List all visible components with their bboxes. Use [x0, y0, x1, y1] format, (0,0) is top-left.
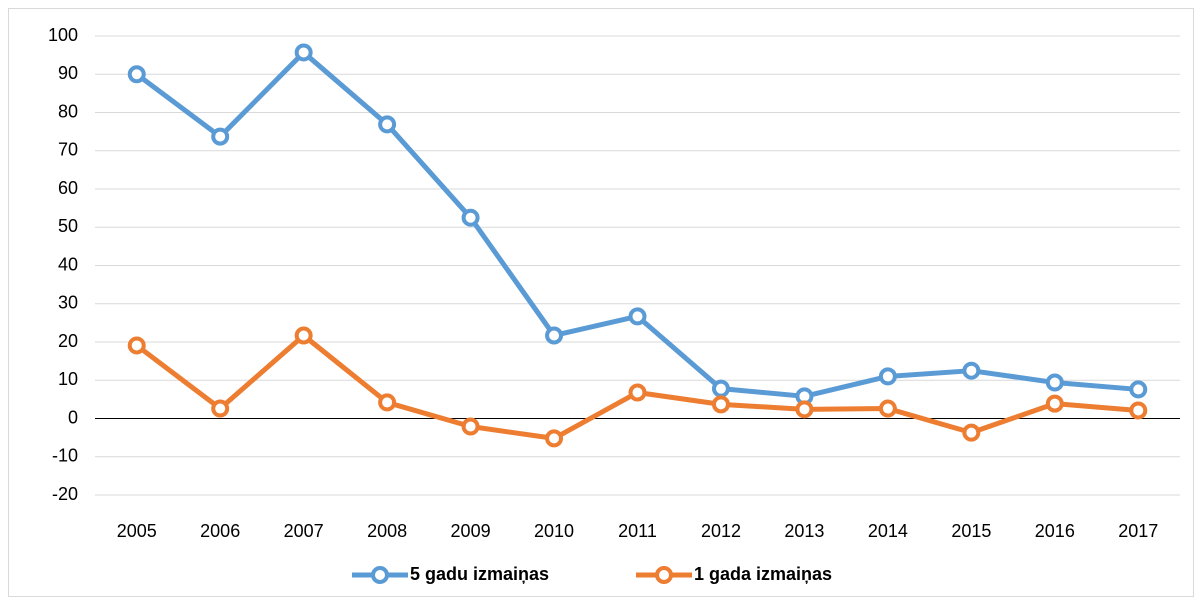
y-tick-label: 40: [58, 254, 78, 274]
point-marker: [211, 399, 230, 418]
y-tick-label: -10: [52, 446, 78, 466]
point-marker: [127, 65, 146, 84]
point-marker: [795, 400, 814, 419]
y-tick-label: 90: [58, 63, 78, 83]
point-marker: [1129, 380, 1148, 399]
point-marker: [1129, 401, 1148, 420]
legend-marker: [371, 566, 389, 584]
point-marker: [378, 393, 397, 412]
point-marker: [461, 417, 480, 436]
legend-marker: [655, 566, 673, 584]
x-tick-label: 2015: [951, 521, 991, 541]
y-tick-label: 10: [58, 369, 78, 389]
point-marker: [294, 326, 313, 345]
point-marker: [711, 395, 730, 414]
x-tick-label: 2012: [701, 521, 741, 541]
point-marker: [962, 423, 981, 442]
y-tick-label: 60: [58, 178, 78, 198]
y-tick-label: -20: [52, 484, 78, 504]
y-tick-label: 0: [68, 407, 78, 427]
point-marker: [628, 307, 647, 326]
x-tick-label: 2014: [868, 521, 908, 541]
point-marker: [1045, 373, 1064, 392]
point-marker: [711, 379, 730, 398]
y-tick-label: 70: [58, 140, 78, 160]
y-tick-label: 30: [58, 293, 78, 313]
legend-label: 1 gada izmaiņas: [694, 564, 832, 584]
x-tick-label: 2013: [784, 521, 824, 541]
point-marker: [545, 326, 564, 345]
point-marker: [461, 208, 480, 227]
x-tick-label: 2011: [618, 521, 657, 541]
point-marker: [378, 115, 397, 134]
chart-border: [8, 8, 1194, 597]
x-tick-label: 2007: [284, 521, 324, 541]
point-marker: [962, 361, 981, 380]
point-marker: [294, 43, 313, 62]
x-tick-label: 2006: [200, 521, 240, 541]
y-tick-label: 100: [48, 25, 78, 45]
point-marker: [127, 336, 146, 355]
point-marker: [628, 383, 647, 402]
x-tick-label: 2017: [1118, 521, 1158, 541]
y-tick-label: 50: [58, 216, 78, 236]
x-tick-label: 2008: [367, 521, 407, 541]
point-marker: [878, 367, 897, 386]
point-marker: [211, 127, 230, 146]
x-tick-label: 2005: [117, 521, 157, 541]
y-tick-label: 20: [58, 331, 78, 351]
x-tick-label: 2010: [534, 521, 574, 541]
point-marker: [545, 429, 564, 448]
x-tick-label: 2016: [1035, 521, 1075, 541]
point-marker: [878, 399, 897, 418]
legend-label: 5 gadu izmaiņas: [410, 564, 549, 584]
x-tick-label: 2009: [451, 521, 491, 541]
point-marker: [1045, 394, 1064, 413]
y-tick-label: 80: [58, 101, 78, 121]
